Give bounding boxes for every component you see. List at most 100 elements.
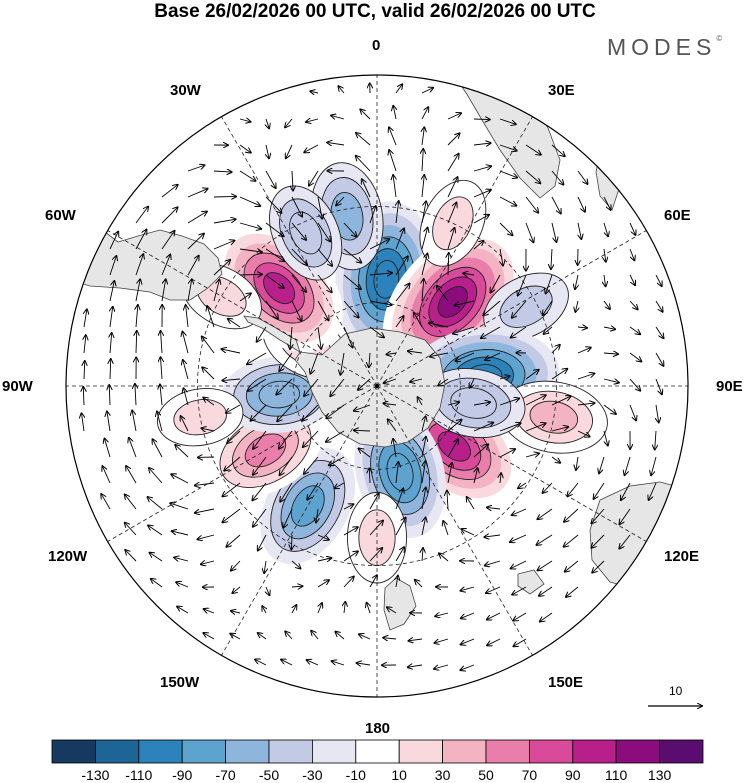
wind-vector [396, 576, 398, 588]
wind-vector [422, 175, 424, 198]
wind-vector [265, 196, 281, 213]
wind-vector [247, 378, 267, 391]
wind-vector [187, 279, 192, 302]
wind-vector [525, 222, 533, 242]
colorbar-swatch [95, 739, 140, 764]
wind-vector [487, 638, 501, 645]
wind-vector [473, 190, 491, 198]
wind-vector [161, 331, 162, 354]
meridian [376, 385, 533, 656]
south-pole-marker [375, 384, 379, 388]
map-title: Base 26/02/2026 00 UTC, valid 26/02/2026… [154, 1, 596, 22]
wind-vector [183, 388, 189, 406]
wind-vector [551, 144, 565, 156]
wind-vector [239, 222, 261, 229]
wind-vector [84, 361, 85, 380]
wind-vector [135, 279, 140, 302]
wind-vector [383, 638, 397, 639]
wind-vector [213, 171, 232, 172]
colorbar-label: -90 [172, 767, 193, 783]
wind-vector [161, 279, 166, 302]
colorbar-label: 110 [605, 767, 628, 783]
wind-vector [262, 606, 266, 614]
wind-vector [202, 337, 215, 354]
wind-vector [136, 331, 137, 354]
wind-vector [599, 456, 605, 473]
wind-vector [227, 430, 241, 443]
wind-vector [383, 403, 397, 405]
wind-vector [408, 665, 423, 667]
wind-vector [486, 586, 501, 593]
wind-vector [153, 439, 163, 458]
wind-vector [182, 332, 189, 354]
wind-vector [224, 456, 241, 471]
wind-vector [567, 482, 579, 496]
wind-vector [421, 461, 425, 484]
lon-label-180: 180 [365, 720, 391, 737]
wind-vector [318, 603, 322, 614]
wind-vector [485, 560, 501, 566]
wind-vector [499, 170, 517, 178]
wind-vector [422, 127, 424, 146]
colorbar-label: -10 [345, 767, 366, 783]
wind-vector [171, 474, 189, 484]
lon-label-0: 0 [372, 37, 381, 54]
wind-vector [499, 423, 521, 432]
lon-label-60w: 60W [45, 207, 76, 224]
wind-vector [81, 413, 84, 432]
brand-name: MODES [607, 34, 717, 60]
wind-vector [290, 326, 292, 349]
wind-vector [135, 230, 146, 250]
wind-vector [525, 423, 546, 432]
wind-vector [280, 456, 293, 475]
wind-vector [603, 300, 610, 309]
wind-vector [484, 535, 501, 537]
wind-vector [447, 402, 459, 405]
wind-vector [566, 586, 579, 597]
wind-vector [485, 352, 501, 360]
wind-vector [356, 133, 371, 146]
wind-vector [335, 632, 345, 640]
wind-vector [253, 456, 267, 475]
wind-vector [266, 118, 269, 128]
wind-vector [395, 229, 404, 250]
wind-vector [239, 170, 256, 181]
wind-vector [291, 560, 300, 568]
wind-vector [343, 222, 357, 237]
wind-vector [499, 398, 519, 406]
wind-vector [447, 228, 454, 250]
wind-vector [592, 560, 605, 573]
lon-label-150e: 150E [548, 674, 584, 691]
wind-vector [285, 631, 293, 640]
wind-vector [161, 255, 170, 276]
wind-vector [317, 248, 332, 266]
wind-vector [551, 222, 556, 242]
wind-vector [511, 326, 527, 338]
wind-vector [228, 319, 241, 328]
wind-vector [447, 463, 452, 484]
wind-vector [487, 507, 501, 509]
wind-vector [307, 482, 319, 500]
wind-vector [343, 274, 361, 289]
wind-vector [232, 586, 241, 593]
wind-vector [110, 333, 112, 354]
wind-vector [258, 633, 267, 640]
wind-vector [343, 527, 358, 536]
wind-vector [577, 374, 594, 380]
wind-vector [186, 305, 188, 328]
wind-vector [551, 345, 560, 354]
wind-vector [544, 326, 553, 334]
wind-vector [343, 326, 353, 347]
wind-vector [291, 222, 306, 240]
wind-vector [107, 412, 110, 432]
wind-vector [460, 664, 475, 670]
wind-vector [276, 378, 293, 395]
lon-label-120w: 120W [48, 548, 88, 565]
wind-vector [512, 300, 527, 318]
wind-vector [384, 378, 397, 383]
colorbar-swatch [225, 739, 270, 764]
wind-vector [513, 638, 527, 646]
wind-vector [135, 207, 148, 224]
wind-vector [467, 497, 475, 510]
